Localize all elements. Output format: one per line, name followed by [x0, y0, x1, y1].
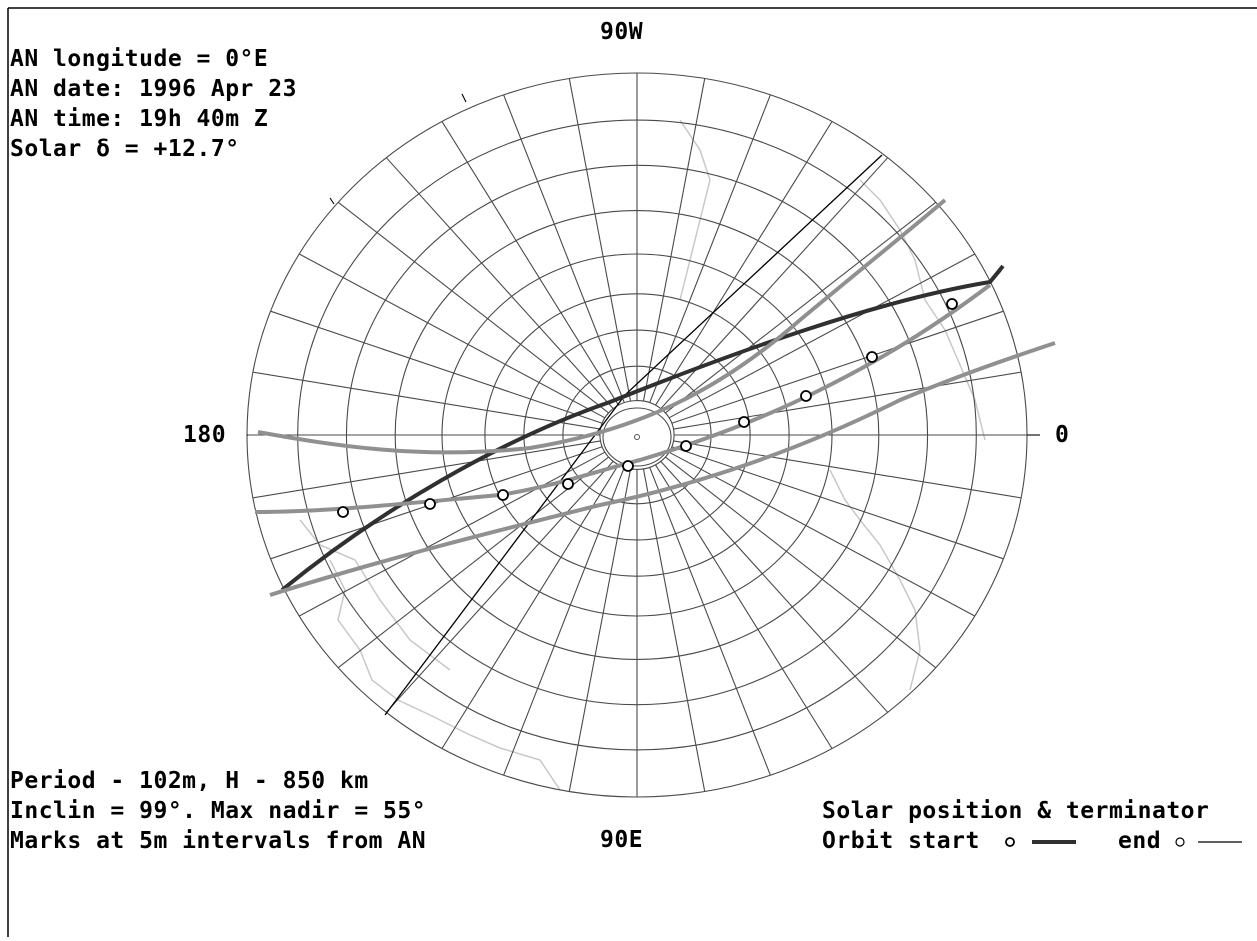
- orbit-track-lower: [269, 341, 1056, 597]
- orbit-mark: [622, 460, 634, 472]
- meridian-line: [668, 451, 976, 617]
- axis-label-left: 180: [183, 422, 227, 448]
- legend-end-swatch: [1175, 837, 1242, 847]
- meridian-line: [649, 467, 771, 776]
- coastline-left: [329, 559, 561, 791]
- meridian-line: [665, 456, 937, 669]
- orbit-mark: [680, 440, 692, 452]
- coastline-right-lower: [829, 469, 921, 691]
- legend-orbit-start: Orbit start: [822, 828, 980, 854]
- pole-marker: [634, 434, 640, 440]
- meridian-line: [655, 121, 833, 406]
- orbit-track-start: [280, 264, 1005, 592]
- legend-solar: Solar position & terminator: [822, 798, 1210, 824]
- legend-end-marker-icon: [1175, 837, 1185, 847]
- orbit-mark: [424, 498, 436, 510]
- meridian-line: [568, 78, 632, 402]
- orbit-track-middle: [254, 283, 992, 514]
- polar-grid: [246, 72, 1040, 798]
- solar-declination: Solar δ = +12.7°: [10, 136, 240, 162]
- meridian-line: [503, 467, 625, 776]
- meridian-line: [337, 456, 609, 669]
- meridian-line: [673, 371, 1022, 430]
- orbit-mark: [946, 298, 958, 310]
- axis-label-top: 90W: [600, 19, 644, 45]
- an-date: AN date: 1996 Apr 23: [10, 76, 297, 102]
- mark-interval-note: Marks at 5m intervals from AN: [10, 828, 427, 854]
- meridian-line: [671, 446, 1004, 560]
- coastline-top: [679, 119, 711, 301]
- meridian-line: [298, 253, 606, 419]
- orbit-mark: [562, 478, 574, 490]
- legend-start-marker-icon: [1005, 837, 1015, 847]
- meridian-line: [642, 468, 706, 792]
- coastline-left-inner: [299, 519, 451, 671]
- orbit-overlays: [254, 154, 1056, 716]
- outer-tick: [461, 93, 467, 103]
- meridian-line: [671, 310, 1004, 424]
- an-longitude: AN longitude = 0°E: [10, 46, 269, 72]
- meridian-line: [252, 371, 601, 430]
- orbit-inclination: Inclin = 99°. Max nadir = 55°: [10, 798, 427, 824]
- orbit-mark: [337, 506, 349, 518]
- meridian-line: [252, 440, 601, 499]
- orbit-mark: [866, 351, 878, 363]
- coastline-right: [859, 179, 986, 441]
- meridian-line: [655, 464, 833, 749]
- orbit-mark: [738, 416, 750, 428]
- meridian-line: [385, 460, 614, 713]
- meridian-line: [673, 440, 1022, 499]
- meridian-line: [665, 201, 937, 414]
- meridian-line: [270, 310, 603, 424]
- meridian-line: [503, 94, 625, 403]
- meridian-line: [337, 201, 609, 414]
- axis-label-right: 0: [1055, 422, 1070, 448]
- meridian-line: [660, 460, 889, 713]
- meridian-line: [441, 121, 619, 406]
- axis-label-bottom: 90E: [600, 827, 644, 853]
- meridian-line: [568, 468, 632, 792]
- orbit-mark: [800, 390, 812, 402]
- meridian-line: [441, 464, 619, 749]
- legend-orbit-end: end: [1118, 828, 1162, 854]
- meridian-line: [642, 78, 706, 402]
- meridian-line: [649, 94, 771, 403]
- outer-tick: [329, 197, 335, 205]
- orbit-mark: [497, 489, 509, 501]
- orbit-track-upper: [257, 198, 947, 455]
- an-time: AN time: 19h 40m Z: [10, 106, 269, 132]
- orbit-period: Period - 102m, H - 850 km: [10, 768, 369, 794]
- meridian-line: [385, 157, 614, 410]
- legend-start-swatch: [1005, 837, 1076, 847]
- meridian-line: [668, 253, 976, 419]
- meridian-line: [298, 451, 606, 617]
